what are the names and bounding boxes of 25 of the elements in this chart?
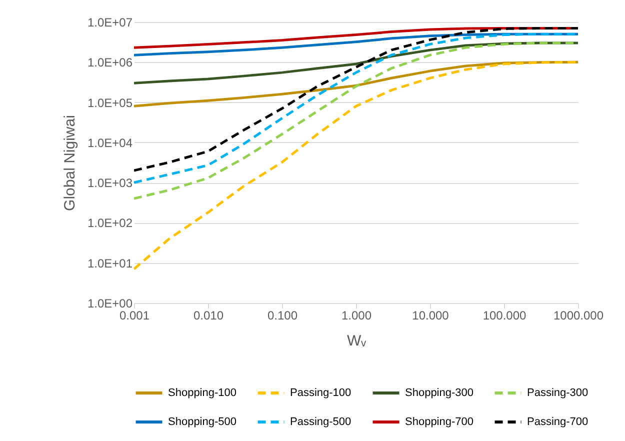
x-axis-title: Wᵥ (347, 332, 366, 350)
legend-label: Passing-700 (527, 416, 588, 428)
legend-label: Passing-100 (290, 387, 352, 399)
legend-label: Passing-300 (527, 387, 588, 399)
y-tick-label: 1.0E+00 (87, 296, 133, 310)
legend-label: Shopping-500 (168, 416, 237, 428)
legend-label: Shopping-300 (405, 387, 474, 399)
y-tick-label: 1.0E+03 (87, 176, 133, 190)
x-tick-label: 1000.000 (553, 308, 604, 322)
y-tick-label: 1.0E+02 (87, 216, 133, 230)
y-tick-label: 1.0E+07 (87, 16, 133, 30)
y-tick-label: 1.0E+01 (87, 256, 133, 270)
legend-label: Passing-500 (290, 416, 352, 428)
x-tick-label: 100.000 (482, 308, 527, 322)
x-tick-label: 1.000 (341, 308, 372, 322)
x-tick-label: 10.000 (412, 308, 450, 322)
y-tick-label: 1.0E+05 (87, 96, 133, 110)
y-tick-label: 1.0E+04 (87, 136, 133, 150)
y-axis-title: Global Nigiwai (61, 115, 78, 211)
y-tick-label: 1.0E+06 (87, 56, 133, 70)
legend-label: Shopping-100 (168, 387, 237, 399)
x-tick-label: 0.010 (193, 308, 224, 322)
legend-label: Shopping-700 (405, 416, 474, 428)
x-tick-label: 0.100 (267, 308, 298, 322)
x-tick-label: 0.001 (119, 308, 150, 322)
